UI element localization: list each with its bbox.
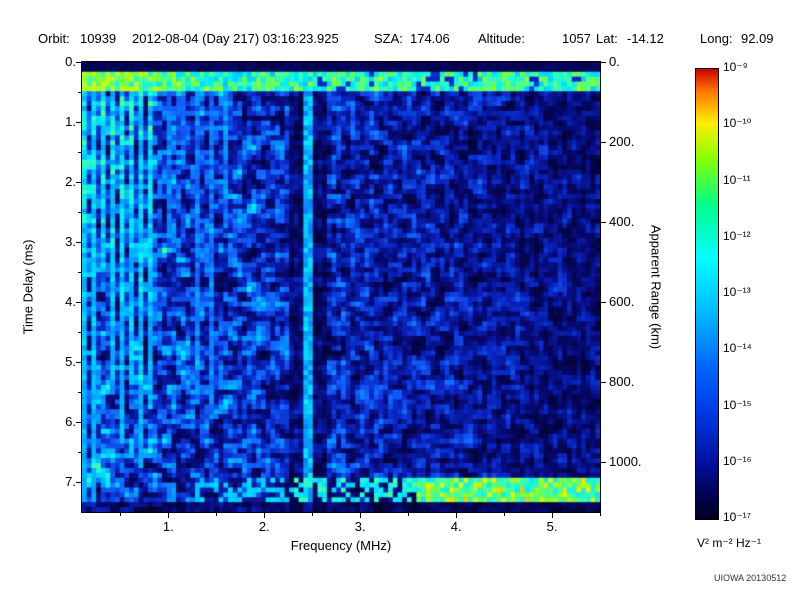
long-label: Long:	[700, 31, 733, 46]
x-axis-tick	[551, 513, 553, 518]
spectrogram-canvas	[82, 62, 600, 512]
y-axis-right-tick-label: 800.	[609, 374, 635, 389]
y-axis-right-tick	[601, 381, 606, 383]
x-axis-tick-label: 5.	[546, 519, 558, 534]
y-axis-left-tick	[76, 121, 81, 123]
sza-value: 174.06	[410, 31, 450, 46]
y-axis-right-tick	[601, 61, 606, 63]
colorbar	[695, 68, 719, 520]
x-axis-minor-tick	[407, 513, 409, 516]
lat-value: -14.12	[627, 31, 664, 46]
y-axis-right-title: Apparent Range (km)	[648, 224, 664, 350]
y-axis-left-tick-label: 0.	[65, 54, 76, 69]
x-axis-tick	[359, 513, 361, 518]
y-axis-left-minor-tick	[78, 271, 81, 273]
x-axis-tick	[263, 513, 265, 518]
colorbar-tick-label: 10⁻¹⁰	[723, 116, 752, 131]
lat-label: Lat:	[596, 31, 618, 46]
y-axis-right-tick-label: 200.	[609, 134, 635, 149]
y-axis-left-tick-label: 6.	[65, 414, 76, 429]
credit-text: UIOWA 20130512	[714, 573, 787, 583]
y-axis-left-tick	[76, 181, 81, 183]
x-axis-tick-label: 4.	[450, 519, 462, 534]
x-axis-tick-label: 1.	[162, 519, 174, 534]
x-axis-minor-tick	[311, 513, 313, 516]
colorbar-tick-label: 10⁻¹⁵	[723, 397, 752, 412]
y-axis-left-tick-label: 4.	[65, 294, 76, 309]
y-axis-right-tick-label: 0.	[609, 54, 620, 69]
x-axis-minor-tick	[215, 513, 217, 516]
y-axis-right-tick-label: 600.	[609, 294, 635, 309]
x-axis-tick-label: 3.	[354, 519, 366, 534]
long-value: 92.09	[741, 31, 774, 46]
y-axis-right-tick	[601, 221, 606, 223]
y-axis-right-tick	[601, 141, 606, 143]
x-axis-minor-tick	[503, 513, 505, 516]
y-axis-left-tick	[76, 481, 81, 483]
colorbar-tick-label: 10⁻¹²	[723, 228, 751, 243]
y-axis-right-tick-label: 400.	[609, 214, 635, 229]
y-axis-left-minor-tick	[78, 151, 81, 153]
sza-label: SZA:	[374, 31, 403, 46]
datetime-value: 2012-08-04 (Day 217) 03:16:23.925	[132, 31, 339, 46]
x-axis-tick-label: 2.	[258, 519, 270, 534]
y-axis-left-tick	[76, 241, 81, 243]
y-axis-left-minor-tick	[78, 451, 81, 453]
x-axis-minor-tick	[599, 513, 601, 516]
y-axis-left-minor-tick	[78, 211, 81, 213]
y-axis-left-tick-label: 3.	[65, 234, 76, 249]
x-axis-tick	[167, 513, 169, 518]
colorbar-tick-label: 10⁻¹⁴	[723, 341, 752, 356]
x-axis-minor-tick	[119, 513, 121, 516]
y-axis-left-tick-label: 7.	[65, 474, 76, 489]
y-axis-left-tick-label: 2.	[65, 174, 76, 189]
y-axis-right-tick	[601, 461, 606, 463]
colorbar-unit-label: V² m⁻² Hz⁻¹	[697, 536, 761, 550]
y-axis-left-tick	[76, 301, 81, 303]
x-axis-title: Frequency (MHz)	[290, 538, 392, 553]
altitude-label: Altitude:	[478, 31, 525, 46]
y-axis-left-tick	[76, 61, 81, 63]
x-axis-tick	[455, 513, 457, 518]
y-axis-left-tick	[76, 361, 81, 363]
y-axis-left-minor-tick	[78, 91, 81, 93]
y-axis-left-tick-label: 1.	[65, 114, 76, 129]
colorbar-tick-label: 10⁻¹⁶	[723, 453, 752, 468]
orbit-label: Orbit:	[38, 31, 70, 46]
altitude-value: 1057	[562, 31, 591, 46]
y-axis-left-minor-tick	[78, 331, 81, 333]
y-axis-left-tick	[76, 421, 81, 423]
colorbar-tick-label: 10⁻¹³	[723, 285, 751, 299]
colorbar-tick-label: 10⁻⁹	[723, 60, 748, 74]
colorbar-tick-label: 10⁻¹¹	[723, 172, 751, 187]
colorbar-tick-label: 10⁻¹⁷	[723, 510, 752, 524]
y-axis-right-tick	[601, 301, 606, 303]
orbit-value: 10939	[80, 31, 117, 46]
y-axis-right-tick-label: 1000.	[609, 454, 642, 469]
y-axis-left-minor-tick	[78, 391, 81, 393]
y-axis-left-title: Time Delay (ms)	[20, 239, 36, 335]
spectrogram-plot-frame	[81, 61, 601, 513]
y-axis-left-tick-label: 5.	[65, 354, 76, 369]
